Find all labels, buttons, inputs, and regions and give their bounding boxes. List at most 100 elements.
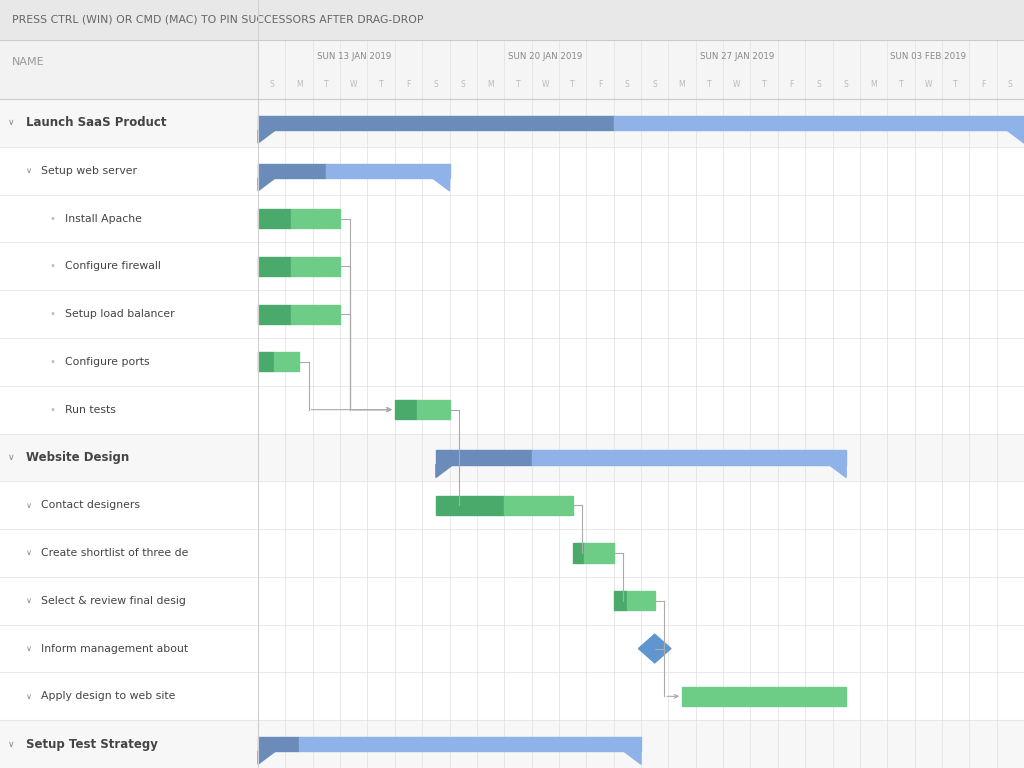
- Text: SUN 13 JAN 2019: SUN 13 JAN 2019: [316, 52, 391, 61]
- Text: Select & review final desig: Select & review final desig: [41, 596, 185, 606]
- Text: Setup web server: Setup web server: [41, 166, 137, 176]
- Bar: [0, 624, 1024, 673]
- Text: PRESS CTRL (WIN) OR CMD (MAC) TO PIN SUCCESSORS AFTER DRAG-DROP: PRESS CTRL (WIN) OR CMD (MAC) TO PIN SUC…: [12, 15, 424, 25]
- Bar: [417, 400, 450, 419]
- Polygon shape: [258, 178, 275, 190]
- Bar: [436, 495, 504, 515]
- Text: T: T: [516, 80, 520, 89]
- Polygon shape: [258, 751, 275, 764]
- Text: Create shortlist of three de: Create shortlist of three de: [41, 548, 188, 558]
- Bar: [0, 673, 1024, 720]
- Polygon shape: [1007, 130, 1024, 143]
- Text: ∨: ∨: [26, 166, 32, 175]
- Text: T: T: [708, 80, 712, 89]
- Text: Setup Test Strategy: Setup Test Strategy: [26, 737, 158, 750]
- Bar: [613, 99, 641, 768]
- Bar: [258, 116, 613, 130]
- Text: Setup load balancer: Setup load balancer: [65, 309, 174, 319]
- Bar: [0, 433, 1024, 482]
- Bar: [0, 147, 1024, 194]
- Text: S: S: [269, 80, 274, 89]
- Polygon shape: [436, 465, 453, 478]
- Text: •: •: [49, 357, 55, 367]
- Text: SUN 27 JAN 2019: SUN 27 JAN 2019: [699, 52, 774, 61]
- Text: •: •: [49, 405, 55, 415]
- Text: SUN 03 FEB 2019: SUN 03 FEB 2019: [890, 52, 967, 61]
- Bar: [258, 353, 274, 372]
- Text: S: S: [625, 80, 630, 89]
- Bar: [531, 450, 846, 465]
- Text: Website Design: Website Design: [26, 451, 129, 464]
- Text: M: M: [679, 80, 685, 89]
- Bar: [0, 40, 258, 99]
- Polygon shape: [624, 751, 641, 764]
- Bar: [613, 591, 628, 611]
- Bar: [0, 99, 1024, 147]
- Text: T: T: [762, 80, 766, 89]
- Text: ∨: ∨: [26, 501, 32, 510]
- Bar: [258, 209, 291, 228]
- Text: NAME: NAME: [12, 58, 45, 68]
- Bar: [395, 400, 417, 419]
- Bar: [833, 40, 860, 99]
- Bar: [0, 720, 1024, 768]
- Bar: [0, 577, 1024, 624]
- Bar: [584, 544, 613, 562]
- Text: Install Apache: Install Apache: [65, 214, 141, 223]
- Text: M: M: [487, 80, 494, 89]
- Text: F: F: [407, 80, 411, 89]
- Bar: [291, 305, 340, 323]
- Bar: [572, 544, 584, 562]
- Text: Contact designers: Contact designers: [41, 500, 140, 510]
- Bar: [641, 99, 669, 768]
- Text: ∨: ∨: [26, 644, 32, 653]
- Bar: [422, 99, 450, 768]
- Bar: [436, 450, 531, 465]
- Bar: [274, 353, 299, 372]
- Text: Run tests: Run tests: [65, 405, 116, 415]
- Text: W: W: [542, 80, 549, 89]
- Bar: [0, 243, 1024, 290]
- Text: Configure ports: Configure ports: [65, 357, 150, 367]
- Bar: [996, 40, 1024, 99]
- Bar: [291, 257, 340, 276]
- Text: S: S: [652, 80, 657, 89]
- Text: T: T: [953, 80, 957, 89]
- Text: T: T: [325, 80, 329, 89]
- Text: ∨: ∨: [26, 692, 32, 701]
- Text: Configure firewall: Configure firewall: [65, 261, 161, 271]
- Text: Apply design to web site: Apply design to web site: [41, 691, 175, 701]
- Text: SUN 20 JAN 2019: SUN 20 JAN 2019: [508, 52, 583, 61]
- Polygon shape: [638, 634, 671, 663]
- Text: F: F: [790, 80, 794, 89]
- Bar: [805, 40, 833, 99]
- Bar: [0, 338, 1024, 386]
- Text: F: F: [598, 80, 602, 89]
- Text: ∨: ∨: [26, 548, 32, 558]
- Text: M: M: [870, 80, 877, 89]
- Text: Launch SaaS Product: Launch SaaS Product: [26, 117, 166, 130]
- Bar: [258, 40, 1024, 99]
- Text: ∨: ∨: [8, 740, 14, 749]
- Text: M: M: [296, 80, 302, 89]
- Bar: [0, 0, 1024, 40]
- Text: W: W: [350, 80, 357, 89]
- Bar: [613, 40, 641, 99]
- Text: S: S: [433, 80, 438, 89]
- Text: •: •: [49, 214, 55, 223]
- Polygon shape: [258, 130, 275, 143]
- Bar: [641, 40, 669, 99]
- Bar: [258, 99, 286, 768]
- Text: ∨: ∨: [8, 118, 14, 127]
- Bar: [0, 482, 1024, 529]
- Bar: [628, 591, 654, 611]
- Text: T: T: [379, 80, 383, 89]
- Bar: [504, 495, 572, 515]
- Bar: [299, 737, 641, 751]
- Bar: [422, 40, 450, 99]
- Polygon shape: [432, 178, 450, 190]
- Bar: [291, 209, 340, 228]
- Bar: [0, 194, 1024, 243]
- Text: •: •: [49, 309, 55, 319]
- Text: T: T: [899, 80, 903, 89]
